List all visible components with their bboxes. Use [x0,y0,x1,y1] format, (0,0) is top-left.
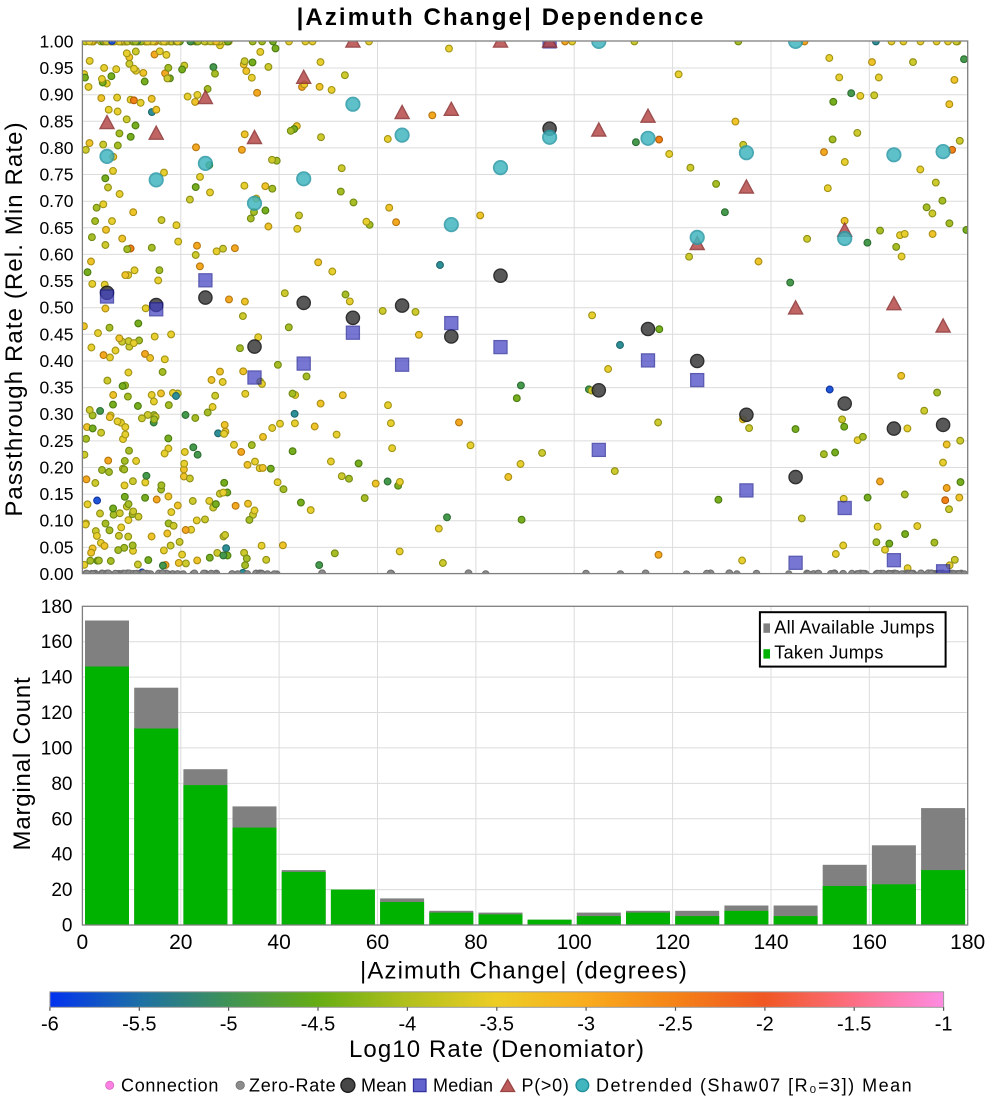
svg-text:160: 160 [41,632,73,653]
svg-text:Detrended (Shaw07 [R₀=3]) Mean: Detrended (Shaw07 [R₀=3]) Mean [596,1075,913,1095]
svg-text:0.80: 0.80 [39,138,73,158]
svg-text:0.30: 0.30 [39,404,73,424]
svg-text:0.90: 0.90 [39,85,73,105]
svg-text:180: 180 [41,597,73,618]
svg-text:40: 40 [267,931,290,954]
svg-text:120: 120 [655,931,690,954]
svg-text:-1.5: -1.5 [837,1014,871,1036]
svg-text:0.05: 0.05 [39,537,73,557]
svg-text:100: 100 [41,738,73,759]
svg-text:0: 0 [77,931,89,954]
svg-text:20: 20 [51,880,72,901]
svg-text:Log10 Rate (Denomiator): Log10 Rate (Denomiator) [349,1036,645,1063]
svg-text:1.00: 1.00 [39,31,73,51]
svg-text:0.65: 0.65 [39,218,73,238]
svg-text:Connection: Connection [121,1075,219,1095]
svg-text:180: 180 [950,931,985,954]
svg-text:160: 160 [852,931,887,954]
svg-text:Zero-Rate: Zero-Rate [249,1075,336,1095]
svg-text:0.20: 0.20 [39,458,73,478]
svg-text:-6: -6 [41,1014,59,1036]
svg-text:-3.5: -3.5 [480,1014,514,1036]
svg-text:40: 40 [51,845,72,866]
svg-text:-5.5: -5.5 [122,1014,156,1036]
svg-text:-2: -2 [756,1014,774,1036]
svg-text:0.95: 0.95 [39,58,73,78]
svg-text:60: 60 [366,931,389,954]
svg-text:Mean: Mean [361,1075,407,1095]
svg-text:-2.5: -2.5 [658,1014,692,1036]
svg-text:0.70: 0.70 [39,191,73,211]
svg-text:Taken Jumps: Taken Jumps [774,643,883,663]
svg-text:0.60: 0.60 [39,244,73,264]
svg-text:|Azimuth Change| (degrees): |Azimuth Change| (degrees) [360,957,688,984]
svg-text:0.85: 0.85 [39,111,73,131]
svg-text:20: 20 [169,931,192,954]
svg-text:0.10: 0.10 [39,511,73,531]
svg-text:0.25: 0.25 [39,431,73,451]
svg-text:0.55: 0.55 [39,271,73,291]
svg-text:-1: -1 [935,1014,953,1036]
svg-text:80: 80 [51,774,72,795]
svg-text:-5: -5 [220,1014,238,1036]
svg-text:0.75: 0.75 [39,165,73,185]
svg-text:100: 100 [557,931,592,954]
svg-text:-3: -3 [577,1014,595,1036]
svg-text:Marginal Count: Marginal Count [9,677,36,851]
svg-text:-4.5: -4.5 [301,1014,335,1036]
svg-text:80: 80 [464,931,487,954]
svg-text:120: 120 [41,703,73,724]
svg-text:0.00: 0.00 [39,564,73,584]
svg-text:Passthrough Rate (Rel. Min Rat: Passthrough Rate (Rel. Min Rate) [1,121,28,516]
svg-text:0.50: 0.50 [39,298,73,318]
svg-text:0.40: 0.40 [39,351,73,371]
svg-text:-4: -4 [399,1014,417,1036]
svg-text:All Available Jumps: All Available Jumps [774,617,934,637]
svg-text:0.45: 0.45 [39,324,73,344]
svg-text:0.35: 0.35 [39,378,73,398]
svg-text:P(>0): P(>0) [522,1075,570,1095]
svg-text:60: 60 [51,809,72,830]
svg-text:|Azimuth Change| Dependence: |Azimuth Change| Dependence [297,4,706,31]
svg-text:140: 140 [753,931,788,954]
svg-text:0: 0 [62,916,73,937]
svg-text:Median: Median [433,1075,493,1095]
svg-text:0.15: 0.15 [39,484,73,504]
svg-text:140: 140 [41,668,73,689]
